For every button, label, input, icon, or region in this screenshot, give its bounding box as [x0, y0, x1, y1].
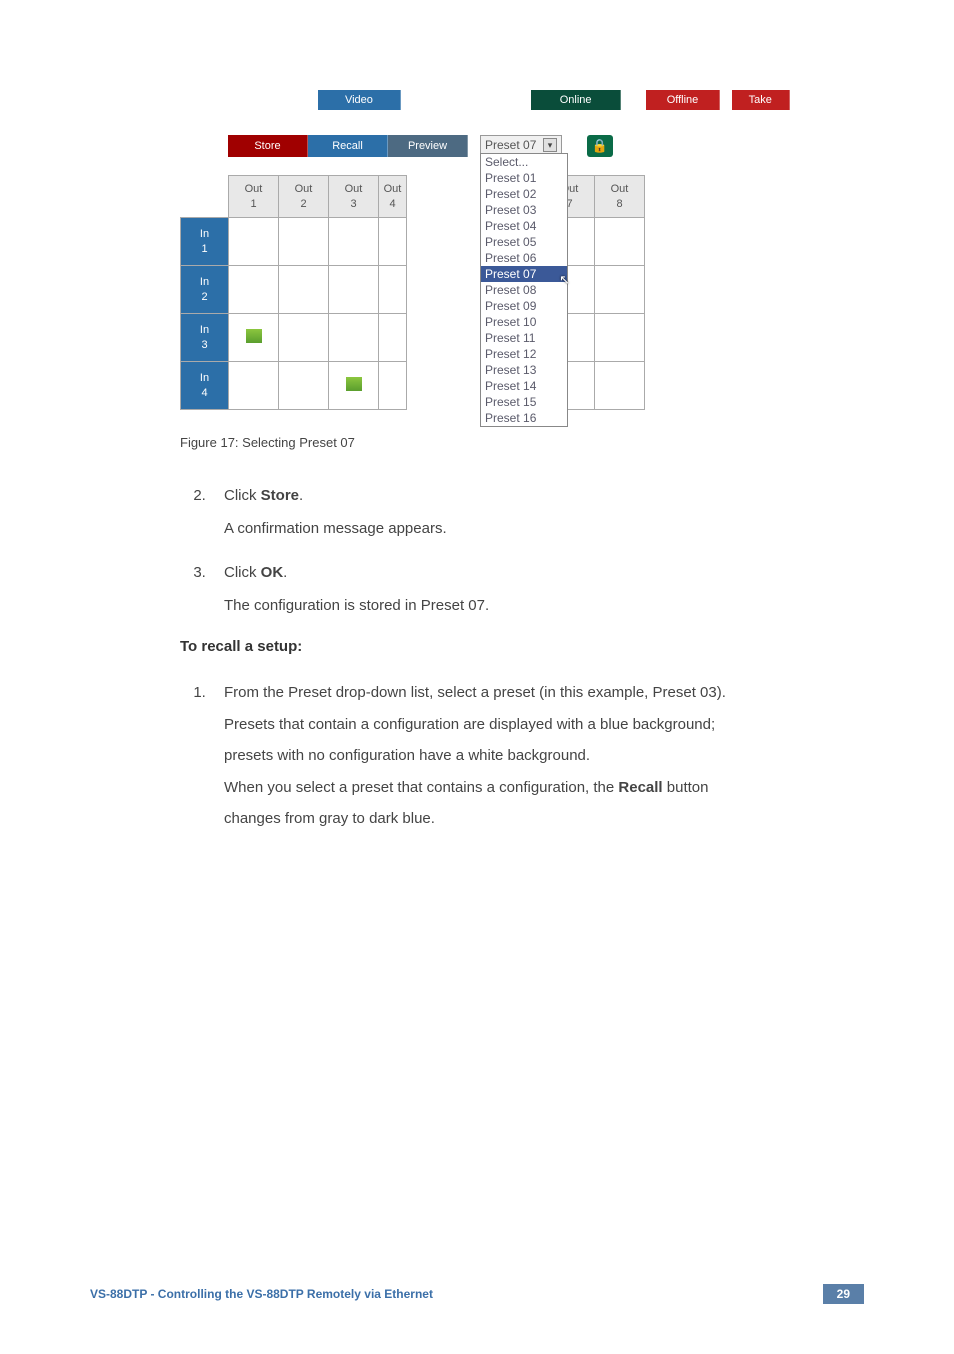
step-after: button: [663, 779, 709, 796]
dropdown-item[interactable]: Preset 08: [481, 282, 567, 298]
col-header: Out2: [279, 176, 329, 218]
tab-online[interactable]: Online: [531, 90, 622, 110]
matrix-cell[interactable]: [279, 266, 329, 314]
dropdown-item[interactable]: Preset 16: [481, 410, 567, 426]
matrix-cell[interactable]: [379, 266, 407, 314]
col-header: Out4: [379, 176, 407, 218]
matrix-cell[interactable]: [229, 362, 279, 410]
lock-icon[interactable]: 🔒: [587, 135, 613, 157]
dropdown-item[interactable]: Preset 05: [481, 234, 567, 250]
footer-page-number: 29: [823, 1284, 864, 1304]
dropdown-item[interactable]: Preset 11: [481, 330, 567, 346]
cursor-icon: ↖: [559, 272, 570, 288]
preset-dropdown[interactable]: Preset 07 ▾: [480, 135, 562, 155]
list-item: Click OK. The configuration is stored in…: [210, 559, 780, 620]
chevron-down-icon[interactable]: ▾: [543, 138, 557, 152]
dropdown-item-label: Preset 07: [485, 267, 536, 281]
matrix-cell[interactable]: [595, 314, 645, 362]
dropdown-item[interactable]: Preset 14: [481, 378, 567, 394]
page-footer: VS-88DTP - Controlling the VS-88DTP Remo…: [90, 1284, 864, 1304]
step-bold: Store: [261, 487, 299, 504]
matrix-cell[interactable]: [229, 218, 279, 266]
matrix-cell[interactable]: [595, 266, 645, 314]
matrix-cell[interactable]: [279, 362, 329, 410]
step-sub: A confirmation message appears.: [224, 515, 780, 544]
row-header: In3: [181, 314, 229, 362]
dropdown-item[interactable]: Preset 10: [481, 314, 567, 330]
top-tabs-row: Video Online Offline Take: [180, 90, 790, 110]
recall-button[interactable]: Recall: [308, 135, 388, 157]
step-bold: Recall: [618, 779, 662, 796]
matrix-cell[interactable]: [329, 314, 379, 362]
step-after: .: [283, 564, 287, 581]
step-line: From the Preset drop-down list, select a…: [224, 684, 726, 701]
check-icon: [346, 377, 362, 391]
store-steps-list: Click Store. A confirmation message appe…: [180, 482, 780, 620]
dropdown-item[interactable]: Preset 03: [481, 202, 567, 218]
matrix-cell[interactable]: [279, 314, 329, 362]
tab-offline[interactable]: Offline: [646, 90, 719, 110]
dropdown-item[interactable]: Preset 02: [481, 186, 567, 202]
dropdown-item[interactable]: Preset 04: [481, 218, 567, 234]
dropdown-item[interactable]: Preset 01: [481, 170, 567, 186]
figure-caption: Figure 17: Selecting Preset 07: [180, 435, 780, 450]
store-button[interactable]: Store: [228, 135, 308, 157]
step-sub: The configuration is stored in Preset 07…: [224, 592, 780, 621]
matrix-cell[interactable]: [595, 218, 645, 266]
dropdown-item[interactable]: Preset 06: [481, 250, 567, 266]
recall-steps-list: From the Preset drop-down list, select a…: [180, 677, 780, 835]
preset-selected-label: Preset 07: [485, 138, 536, 152]
dropdown-item[interactable]: Preset 12: [481, 346, 567, 362]
step-after: .: [299, 487, 303, 504]
step-bold: OK: [261, 564, 284, 581]
col-header: Out1: [229, 176, 279, 218]
dropdown-item[interactable]: Preset 09: [481, 298, 567, 314]
preview-button[interactable]: Preview: [388, 135, 468, 157]
list-item: Click Store. A confirmation message appe…: [210, 482, 780, 543]
preset-dropdown-list[interactable]: Select... Preset 01 Preset 02 Preset 03 …: [480, 153, 568, 427]
matrix-cell[interactable]: [229, 266, 279, 314]
dropdown-item[interactable]: Select...: [481, 154, 567, 170]
recall-heading: To recall a setup:: [180, 638, 780, 655]
list-item: From the Preset drop-down list, select a…: [210, 677, 780, 835]
ui-screenshot: Video Online Offline Take Store Recall P…: [180, 90, 790, 410]
step-line: presets with no configuration have a whi…: [224, 747, 590, 764]
action-buttons-row: Store Recall Preview Preset 07 ▾ 🔒 Selec…: [180, 135, 790, 157]
footer-text: VS-88DTP - Controlling the VS-88DTP Remo…: [90, 1287, 433, 1301]
step-line: changes from gray to dark blue.: [224, 810, 435, 827]
row-header: In2: [181, 266, 229, 314]
matrix-cell[interactable]: [379, 362, 407, 410]
row-header: In1: [181, 218, 229, 266]
step-line: Presets that contain a configuration are…: [224, 716, 715, 733]
tab-take[interactable]: Take: [732, 90, 790, 110]
matrix-cell[interactable]: [229, 314, 279, 362]
step-text: Click: [224, 564, 261, 581]
col-header: Out3: [329, 176, 379, 218]
matrix-cell[interactable]: [379, 314, 407, 362]
matrix-cell[interactable]: [595, 362, 645, 410]
matrix-cell[interactable]: [329, 266, 379, 314]
routing-matrix: Out1 Out2 Out3 Out4 Out6 Out7 Out8 In1: [180, 175, 645, 410]
dropdown-item-highlighted[interactable]: Preset 07 ↖: [481, 266, 567, 282]
matrix-cell[interactable]: [329, 362, 379, 410]
matrix-cell[interactable]: [329, 218, 379, 266]
tab-video[interactable]: Video: [318, 90, 401, 110]
matrix-cell[interactable]: [379, 218, 407, 266]
matrix-cell[interactable]: [279, 218, 329, 266]
dropdown-item[interactable]: Preset 15: [481, 394, 567, 410]
row-header: In4: [181, 362, 229, 410]
check-icon: [246, 329, 262, 343]
dropdown-item[interactable]: Preset 13: [481, 362, 567, 378]
col-header: Out8: [595, 176, 645, 218]
step-text: Click: [224, 487, 261, 504]
matrix-corner: [181, 176, 229, 218]
step-line: When you select a preset that contains a…: [224, 779, 618, 796]
